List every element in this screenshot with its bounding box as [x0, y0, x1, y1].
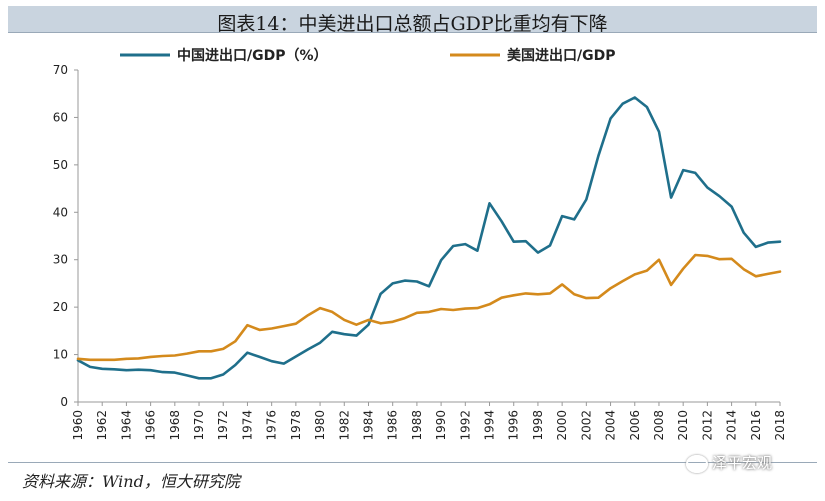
- x-tick-label: 1984: [361, 410, 375, 441]
- series-lines: [76, 96, 782, 380]
- x-tick-label: 2008: [652, 410, 666, 441]
- x-tick-label: 1978: [289, 410, 303, 441]
- watermark-text: 泽平宏观: [712, 454, 773, 472]
- x-tick-label: 1998: [531, 410, 545, 441]
- x-tick-label: 1972: [216, 410, 230, 441]
- x-tick-label: 2006: [628, 410, 642, 441]
- x-tick-label: 1988: [410, 410, 424, 441]
- title-bar: 图表14：中美进出口总额占GDP比重均有下降: [8, 6, 817, 35]
- watermark: 泽平宏观: [686, 452, 772, 473]
- x-tick-label: 1974: [240, 410, 254, 441]
- x-tick-label: 2012: [700, 410, 714, 441]
- legend-label-us: 美国进出口/GDP: [507, 47, 616, 64]
- x-tick-label: 1964: [119, 410, 133, 441]
- y-tick-label: 0: [60, 395, 68, 409]
- x-tick-label: 1976: [265, 410, 279, 441]
- y-tick-label: 70: [53, 63, 68, 77]
- y-tick-label: 10: [53, 348, 68, 362]
- x-tick-label: 1970: [192, 410, 206, 441]
- x-tick-label: 2002: [579, 410, 593, 441]
- x-tick-label: 1966: [144, 410, 158, 441]
- x-tick-label: 2016: [749, 410, 763, 441]
- bottom-rule: [8, 462, 817, 463]
- x-tick-label: 1980: [313, 410, 327, 441]
- axes: 0 10 20 30 40 50 60 70 1960 1962 1964 1966 1968 1970 1…: [53, 63, 787, 441]
- legend: 中国进出口/GDP（%） 美国进出口/GDP: [120, 47, 616, 64]
- x-tick-label: 1986: [386, 410, 400, 441]
- x-tick-label: 2004: [604, 410, 618, 441]
- x-tick-label: 1962: [95, 410, 109, 441]
- source-note: 资料来源：Wind，恒大研究院: [22, 472, 240, 491]
- x-tick-label: 1994: [483, 410, 497, 441]
- x-tick-label: 2018: [773, 410, 787, 441]
- x-tick-label: 1982: [337, 410, 351, 441]
- x-tick-label: 1960: [71, 410, 85, 441]
- chart-title: 图表14：中美进出口总额占GDP比重均有下降: [217, 13, 608, 35]
- wechat-icon: [686, 454, 708, 473]
- x-tick-label: 2000: [555, 410, 569, 441]
- y-tick-label: 20: [53, 300, 68, 314]
- x-tick-label: 1990: [434, 410, 448, 441]
- legend-label-china: 中国进出口/GDP（%）: [177, 47, 328, 64]
- series-line-china: [76, 96, 782, 380]
- x-tick-label: 1968: [168, 410, 182, 441]
- y-tick-label: 40: [53, 205, 68, 219]
- y-tick-label: 50: [53, 158, 68, 172]
- x-tick-label: 2010: [676, 410, 690, 441]
- series-line-us: [76, 253, 782, 362]
- x-tick-label: 1992: [458, 410, 472, 441]
- y-tick-label: 30: [53, 253, 68, 267]
- x-tick-label: 2014: [725, 410, 739, 441]
- y-tick-label: 60: [53, 110, 68, 124]
- x-tick-label: 1996: [507, 410, 521, 441]
